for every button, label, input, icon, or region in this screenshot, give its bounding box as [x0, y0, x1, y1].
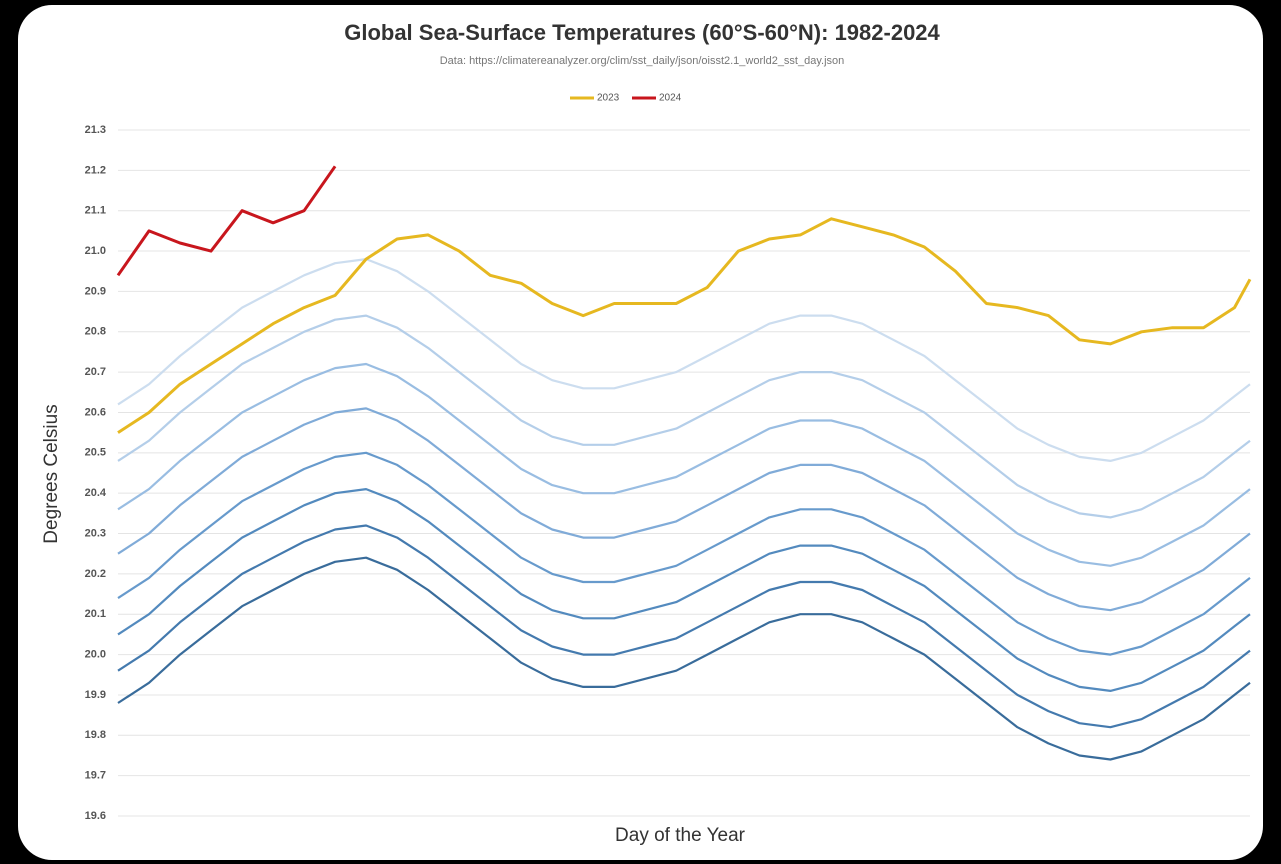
series-line	[117, 488, 1251, 692]
legend-label: 2023	[597, 93, 620, 104]
x-axis-label: Day of the Year	[615, 825, 746, 846]
y-tick-label: 19.9	[85, 689, 106, 701]
series-line	[117, 362, 1251, 567]
series-line	[117, 258, 1251, 462]
y-tick-label: 21.1	[85, 205, 106, 217]
y-tick-label: 21.3	[85, 124, 106, 136]
y-tick-label: 20.8	[85, 326, 106, 338]
chart-title: Global Sea-Surface Temperatures (60°S-60…	[344, 20, 940, 45]
legend-label: 2024	[659, 93, 682, 104]
y-tick-label: 20.6	[85, 406, 106, 418]
y-tick-label: 20.9	[85, 285, 106, 297]
series-line	[117, 524, 1251, 729]
y-tick-label: 20.7	[85, 366, 106, 378]
y-tick-label: 19.7	[85, 770, 106, 782]
y-tick-label: 21.2	[85, 164, 106, 176]
y-tick-label: 20.4	[85, 487, 107, 499]
series-line	[116, 165, 337, 277]
y-axis-label: Degrees Celsius	[41, 404, 62, 543]
y-tick-label: 20.3	[85, 527, 106, 539]
series-line	[117, 451, 1251, 656]
series-line	[117, 314, 1251, 519]
y-tick-label: 20.2	[85, 568, 106, 580]
series-line	[117, 217, 1252, 434]
y-tick-label: 19.6	[85, 810, 106, 822]
y-tick-label: 20.0	[85, 648, 106, 660]
y-tick-label: 19.8	[85, 729, 106, 741]
y-tick-label: 20.1	[85, 608, 106, 620]
series-line	[117, 407, 1251, 612]
y-tick-label: 21.0	[85, 245, 106, 257]
y-tick-label: 20.5	[85, 447, 106, 459]
legend: 2023 2024	[570, 93, 682, 104]
series-line	[117, 556, 1251, 761]
chart-subtitle: Data: https://climatereanalyzer.org/clim…	[440, 55, 845, 67]
card	[18, 5, 1263, 860]
